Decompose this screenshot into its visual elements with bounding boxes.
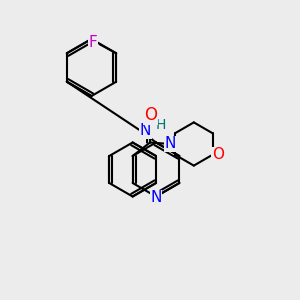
Text: O: O xyxy=(144,106,157,124)
Text: O: O xyxy=(212,147,224,162)
Text: N: N xyxy=(140,123,151,138)
Text: H: H xyxy=(155,118,166,132)
Text: F: F xyxy=(89,35,98,50)
Text: N: N xyxy=(165,136,176,152)
Text: N: N xyxy=(150,190,162,206)
